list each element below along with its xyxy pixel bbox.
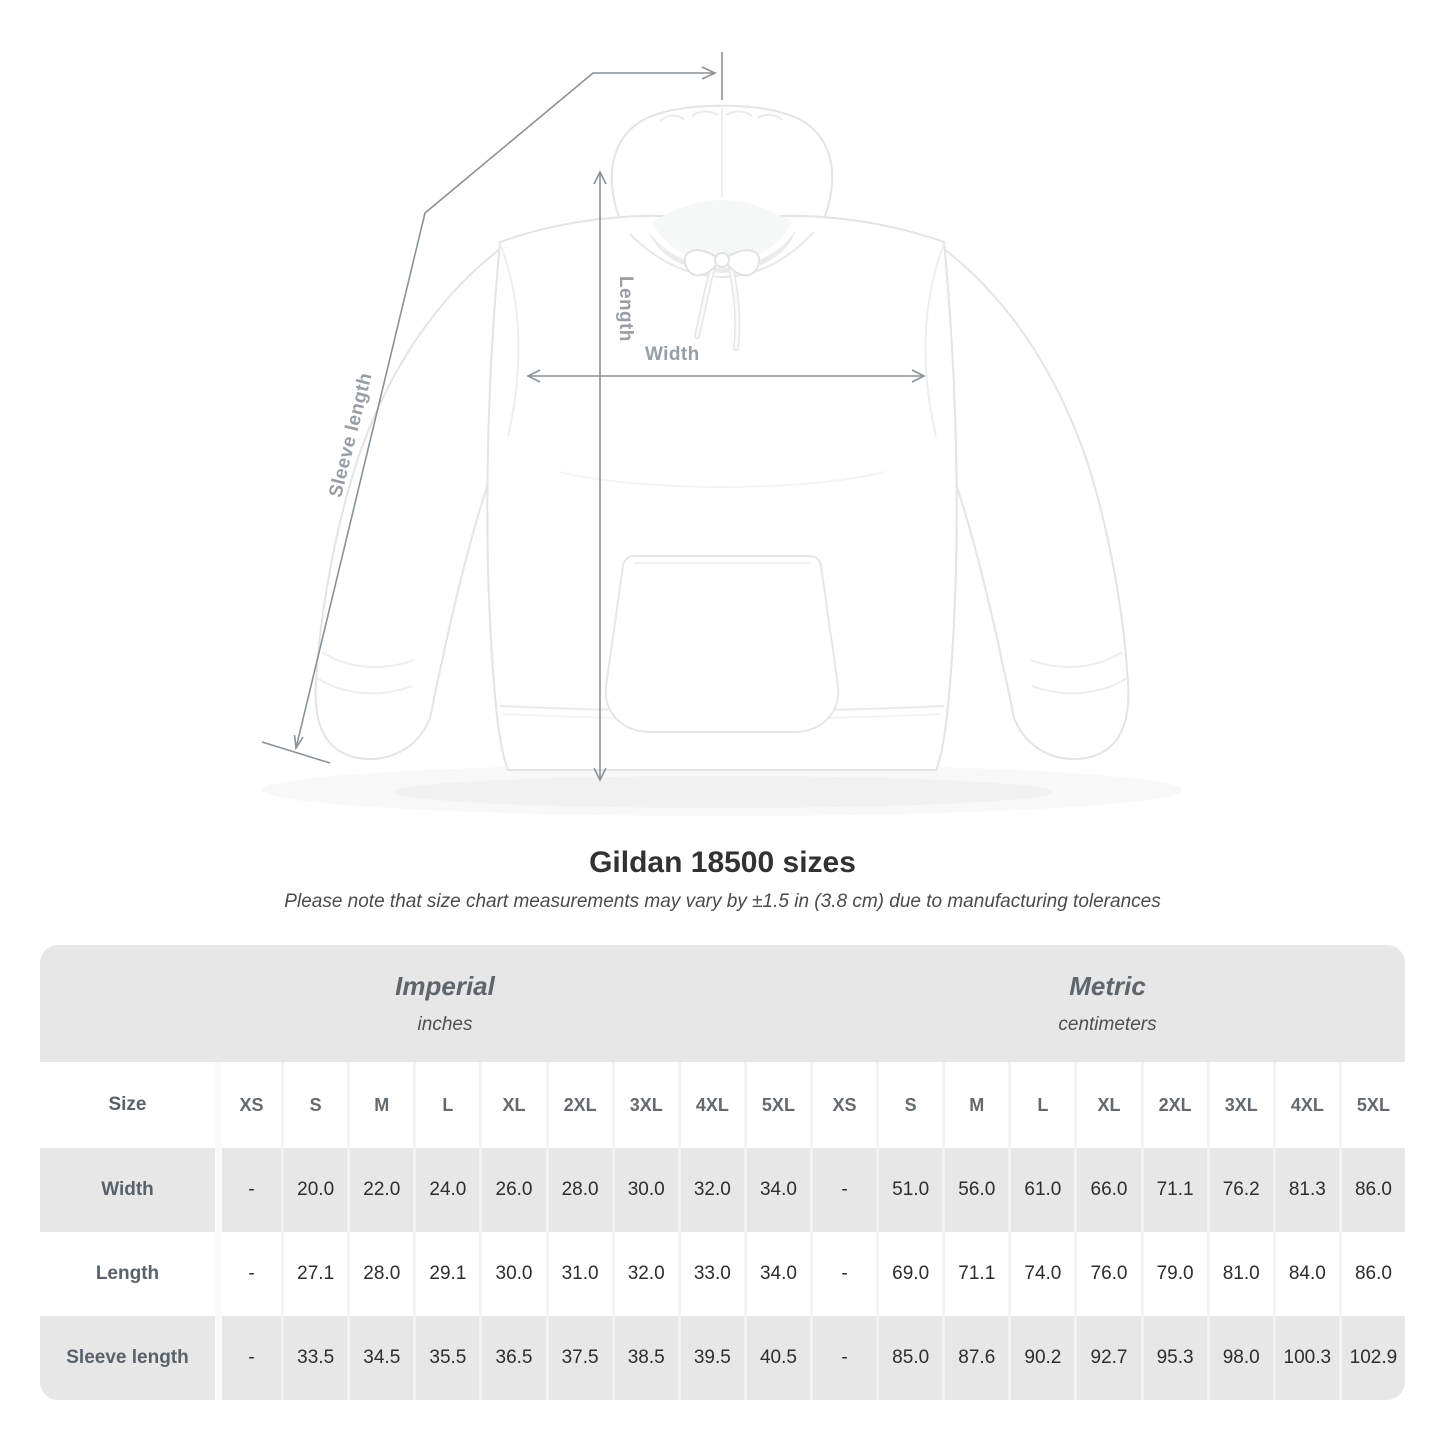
imperial-section-unit: inches bbox=[417, 1014, 473, 1035]
size-chart-table: Imperial inches Metric centimeters Size X… bbox=[40, 945, 1405, 1400]
row-label: Width bbox=[101, 1179, 154, 1200]
size-col-header: M bbox=[347, 1062, 414, 1148]
imperial-section-header: Imperial inches bbox=[40, 945, 810, 1062]
size-value-cell: 98.0 bbox=[1206, 1316, 1273, 1400]
size-value-cell: 29.1 bbox=[413, 1232, 480, 1316]
size-value-cell: 26.0 bbox=[479, 1148, 545, 1232]
size-col-header: S bbox=[281, 1062, 348, 1148]
size-value-cell: 74.0 bbox=[1008, 1232, 1075, 1316]
tolerance-note: Please note that size chart measurements… bbox=[284, 891, 1161, 912]
size-value-cell: 102.9 bbox=[1338, 1316, 1405, 1400]
size-value-cell: 34.5 bbox=[347, 1316, 413, 1400]
size-col-header: 3XL bbox=[611, 1062, 678, 1148]
size-value-cell: 81.0 bbox=[1206, 1232, 1273, 1316]
size-value-cell: - bbox=[215, 1232, 282, 1316]
size-value-cell: 86.0 bbox=[1338, 1232, 1405, 1316]
size-value-cell: 35.5 bbox=[413, 1316, 479, 1400]
size-value-cell: 36.5 bbox=[479, 1316, 545, 1400]
row-label: Sleeve length bbox=[66, 1347, 189, 1368]
hoodie-illustration bbox=[261, 52, 1130, 808]
size-value-cell: 79.0 bbox=[1140, 1232, 1207, 1316]
size-value-cell: - bbox=[810, 1316, 876, 1400]
size-col-header: 2XL bbox=[1140, 1062, 1207, 1148]
size-value-cell: 33.5 bbox=[281, 1316, 347, 1400]
size-col-header: L bbox=[413, 1062, 480, 1148]
hoodie-measurement-diagram: Length Width Sleeve length bbox=[261, 52, 1130, 808]
size-value-cell: 34.0 bbox=[743, 1232, 810, 1316]
size-col-header: XS bbox=[215, 1062, 282, 1148]
size-value-cell: 38.5 bbox=[611, 1316, 678, 1400]
size-value-cell: 22.0 bbox=[347, 1148, 413, 1232]
size-value-cell: 24.0 bbox=[413, 1148, 479, 1232]
size-col-header: XL bbox=[1074, 1062, 1141, 1148]
size-value-cell: 56.0 bbox=[942, 1148, 1008, 1232]
size-col-header: 2XL bbox=[545, 1062, 612, 1148]
size-value-cell: 37.5 bbox=[545, 1316, 612, 1400]
size-value-cell: 86.0 bbox=[1338, 1148, 1405, 1232]
size-value-cell: 20.0 bbox=[281, 1148, 347, 1232]
size-header-label: Size bbox=[40, 1062, 215, 1148]
size-value-cell: 76.2 bbox=[1206, 1148, 1273, 1232]
size-col-header: 5XL bbox=[743, 1062, 810, 1148]
size-value-cell: - bbox=[215, 1316, 281, 1400]
size-value-cell: 28.0 bbox=[545, 1148, 612, 1232]
size-value-cell: 27.1 bbox=[281, 1232, 348, 1316]
size-value-cell: 71.1 bbox=[942, 1232, 1009, 1316]
measurement-lines bbox=[261, 52, 926, 782]
row-label: Length bbox=[40, 1232, 215, 1316]
size-value-cell: 71.1 bbox=[1140, 1148, 1207, 1232]
size-value-cell: 100.3 bbox=[1272, 1316, 1339, 1400]
imperial-section-title: Imperial bbox=[395, 971, 495, 1001]
size-value-cell: 39.5 bbox=[677, 1316, 744, 1400]
page-title: Gildan 18500 sizes bbox=[589, 846, 856, 879]
metric-section-title: Metric bbox=[1069, 971, 1146, 1001]
size-value-cell: 85.0 bbox=[876, 1316, 942, 1400]
size-value-cell: 90.2 bbox=[1008, 1316, 1074, 1400]
size-col-header: 4XL bbox=[677, 1062, 744, 1148]
size-value-cell: 95.3 bbox=[1140, 1316, 1207, 1400]
size-value-cell: 33.0 bbox=[677, 1232, 744, 1316]
size-value-cell: - bbox=[810, 1232, 877, 1316]
length-measure-label: Length bbox=[615, 276, 636, 342]
size-col-header: 3XL bbox=[1206, 1062, 1273, 1148]
size-value-cell: 31.0 bbox=[545, 1232, 612, 1316]
size-col-header: XS bbox=[810, 1062, 877, 1148]
size-value-cell: 66.0 bbox=[1074, 1148, 1140, 1232]
size-col-header: L bbox=[1008, 1062, 1075, 1148]
size-value-cell: 81.3 bbox=[1272, 1148, 1339, 1232]
size-value-cell: 51.0 bbox=[876, 1148, 942, 1232]
size-value-cell: 30.0 bbox=[479, 1232, 546, 1316]
metric-section-header: Metric centimeters bbox=[810, 945, 1405, 1062]
size-value-cell: 84.0 bbox=[1272, 1232, 1339, 1316]
size-value-cell: 40.5 bbox=[743, 1316, 810, 1400]
size-value-cell: 87.6 bbox=[942, 1316, 1008, 1400]
size-value-cell: 61.0 bbox=[1008, 1148, 1074, 1232]
size-value-cell: 32.0 bbox=[611, 1232, 678, 1316]
metric-section-unit: centimeters bbox=[1058, 1014, 1157, 1035]
size-value-cell: 32.0 bbox=[677, 1148, 744, 1232]
size-col-header: 5XL bbox=[1338, 1062, 1405, 1148]
size-col-header: S bbox=[876, 1062, 943, 1148]
size-value-cell: 30.0 bbox=[611, 1148, 678, 1232]
size-col-header: XL bbox=[479, 1062, 546, 1148]
size-value-cell: - bbox=[215, 1148, 281, 1232]
size-value-cell: 34.0 bbox=[743, 1148, 810, 1232]
size-col-header: 4XL bbox=[1272, 1062, 1339, 1148]
size-value-cell: 92.7 bbox=[1074, 1316, 1140, 1400]
size-value-cell: 69.0 bbox=[876, 1232, 943, 1316]
size-value-cell: 76.0 bbox=[1074, 1232, 1141, 1316]
size-col-header: M bbox=[942, 1062, 1009, 1148]
size-value-cell: 28.0 bbox=[347, 1232, 414, 1316]
width-measure-label: Width bbox=[645, 344, 700, 365]
size-value-cell: - bbox=[810, 1148, 876, 1232]
